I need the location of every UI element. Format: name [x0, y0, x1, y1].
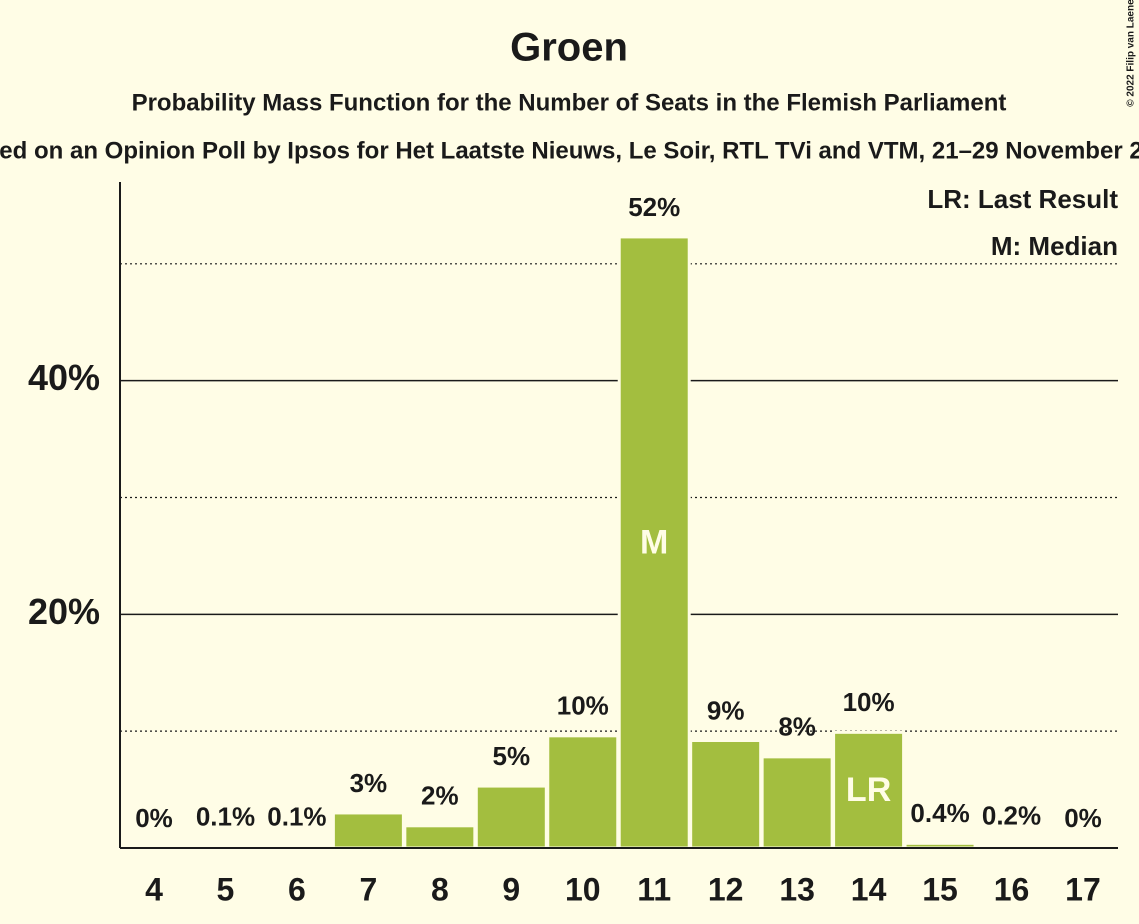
x-tick-label: 6 — [288, 871, 306, 907]
value-label: 0.1% — [196, 802, 255, 832]
x-tick-label: 4 — [145, 871, 163, 907]
value-label: 0% — [1064, 803, 1102, 833]
y-tick-label: 40% — [28, 357, 100, 398]
x-tick-label: 11 — [637, 871, 671, 907]
bar — [617, 235, 691, 850]
chart-subtitle: Based on an Opinion Poll by Ipsos for He… — [0, 137, 1139, 164]
x-tick-label: 12 — [708, 871, 744, 907]
x-tick-label: 16 — [994, 871, 1030, 907]
x-tick-label: 10 — [565, 871, 601, 907]
value-label: 0.2% — [982, 801, 1041, 831]
bar-marker: M — [640, 523, 668, 561]
legend-entry: M: Median — [991, 231, 1118, 261]
x-tick-label: 14 — [851, 871, 887, 907]
x-tick-label: 8 — [431, 871, 449, 907]
bar — [760, 755, 834, 850]
value-label: 8% — [778, 712, 816, 742]
value-label: 52% — [628, 192, 680, 222]
value-label: 3% — [350, 768, 388, 798]
value-label: 0.1% — [267, 802, 326, 832]
copyright: © 2022 Filip van Laenen — [1126, 0, 1137, 107]
x-tick-label: 13 — [779, 871, 815, 907]
chart-subtitle: Probability Mass Function for the Number… — [132, 89, 1007, 116]
x-tick-label: 7 — [359, 871, 377, 907]
value-label: 0.4% — [910, 798, 969, 828]
x-tick-label: 17 — [1065, 871, 1101, 907]
bar — [331, 811, 405, 850]
value-label: 9% — [707, 695, 745, 725]
value-label: 10% — [557, 691, 609, 721]
bar — [546, 734, 620, 850]
bar — [474, 784, 548, 850]
legend-entry: LR: Last Result — [927, 184, 1118, 214]
value-label: 0% — [135, 803, 173, 833]
value-label: 5% — [493, 741, 531, 771]
bar-marker: LR — [846, 771, 891, 809]
bar — [689, 739, 763, 850]
value-label: 10% — [843, 687, 895, 717]
chart-title: Groen — [510, 26, 628, 70]
x-tick-label: 5 — [217, 871, 235, 907]
bar — [832, 730, 906, 850]
y-tick-label: 20% — [28, 591, 100, 632]
value-label: 2% — [421, 781, 459, 811]
x-tick-label: 9 — [502, 871, 520, 907]
bar — [403, 824, 477, 850]
x-tick-label: 15 — [922, 871, 958, 907]
